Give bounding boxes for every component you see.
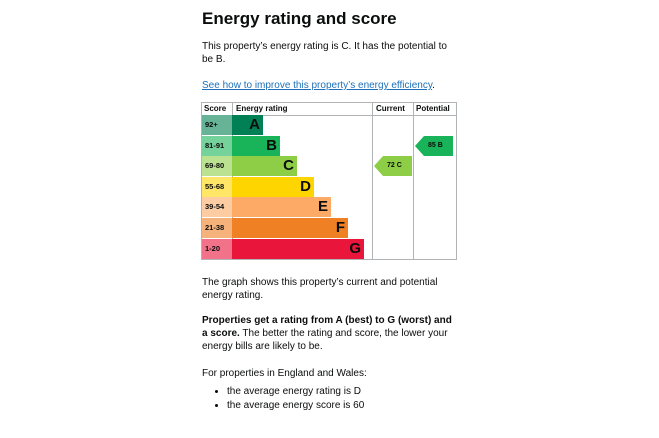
header-energy-rating: Energy rating (236, 104, 288, 113)
band-f: F (232, 218, 348, 238)
region-intro: For properties in England and Wales: (202, 368, 367, 379)
header-current: Current (376, 104, 405, 113)
list-item: the average energy score is 60 (227, 399, 457, 413)
score-range-c: 69-80 (202, 156, 232, 177)
current-rating-label: 72 C (387, 162, 402, 170)
energy-rating-chart: Score Energy rating Current Potential 92… (201, 102, 457, 260)
link-suffix: . (432, 80, 435, 91)
graph-caption: The graph shows this property’s current … (202, 277, 438, 301)
ratings-explanation-bold: Properties get a rating from A (best) to… (202, 315, 452, 339)
header-potential: Potential (416, 104, 450, 113)
potential-rating-label: 85 B (428, 141, 443, 149)
score-range-g: 1-20 (202, 238, 232, 259)
score-range-e: 39-54 (202, 197, 232, 218)
band-e: E (232, 197, 331, 218)
score-range-d: 55-68 (202, 176, 232, 197)
band-d: D (232, 176, 314, 197)
score-range-a: 92+ (202, 115, 232, 135)
current-rating-arrow: 72 C (374, 156, 412, 177)
potential-rating-arrow: 85 B (415, 135, 453, 156)
band-g: G (232, 238, 364, 259)
page-title: Energy rating and score (202, 9, 397, 28)
score-range-f: 21-38 (202, 218, 232, 238)
averages-list: the average energy rating is D the avera… (202, 385, 457, 413)
band-c: C (232, 156, 297, 177)
header-score: Score (204, 104, 227, 113)
band-b: B (232, 135, 280, 156)
band-a: A (232, 115, 263, 135)
list-item: the average energy rating is D (227, 385, 457, 399)
improve-efficiency-link[interactable]: See how to improve this property’s energ… (202, 80, 433, 91)
improve-link-row: See how to improve this property’s energ… (202, 79, 435, 92)
ratings-explanation-rest: The better the rating and score, the low… (202, 328, 448, 352)
ratings-explanation: Properties get a rating from A (best) to… (202, 314, 460, 353)
score-range-b: 81-91 (202, 135, 232, 156)
intro-text: This property’s energy rating is C. It h… (202, 41, 447, 65)
